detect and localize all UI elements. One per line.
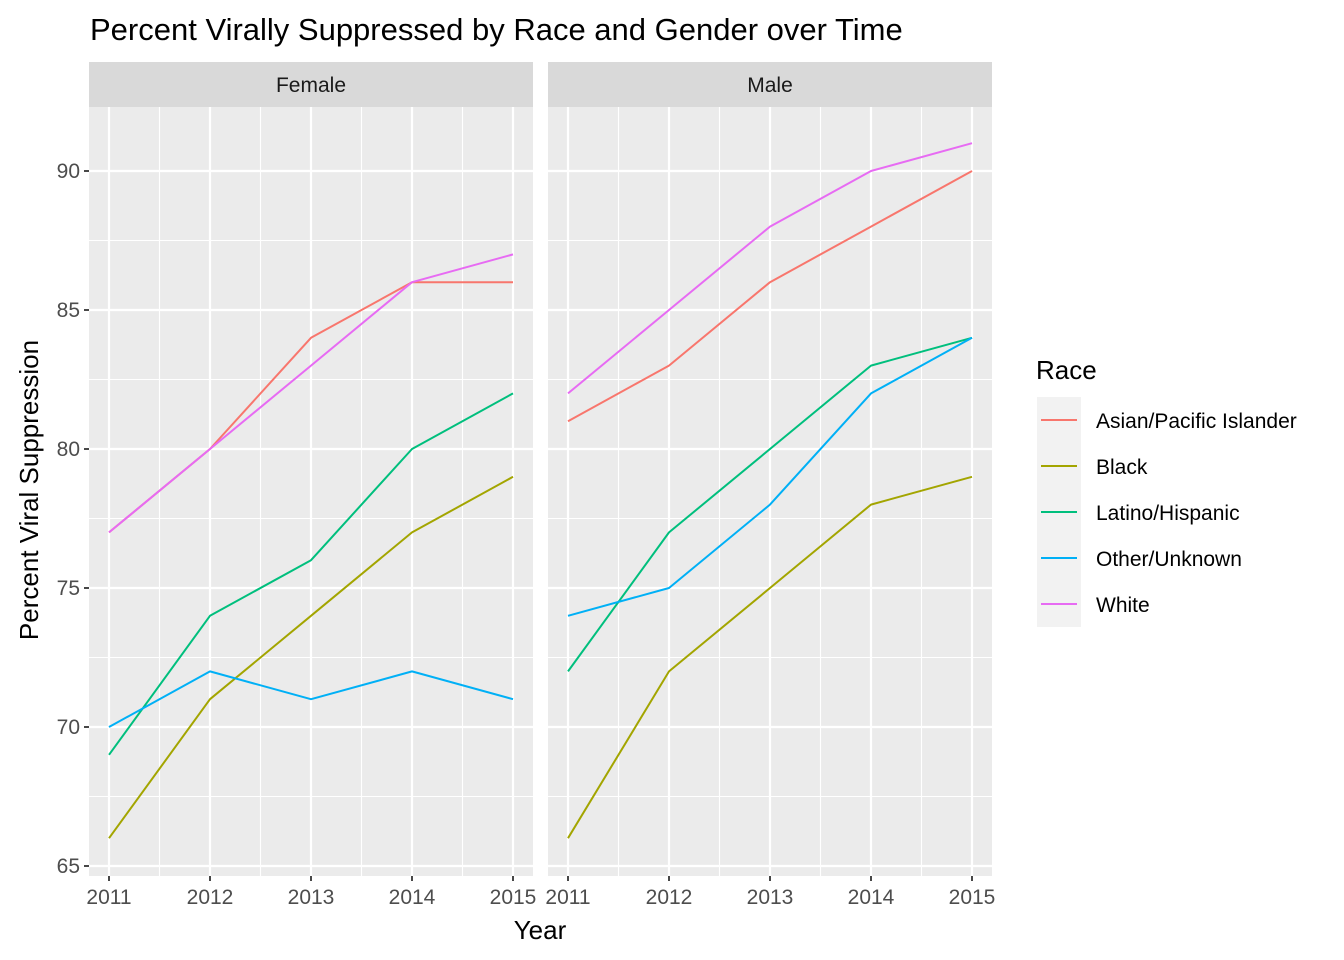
x-axis-title: Year xyxy=(514,915,567,945)
y-axis: 65 70 75 80 85 90 xyxy=(57,160,89,878)
legend-label: Latino/Hispanic xyxy=(1096,502,1240,525)
facet-panel-female: Female xyxy=(89,62,533,876)
facet-strip-label: Male xyxy=(747,74,793,97)
y-axis-title: Percent Viral Suppression xyxy=(14,340,44,640)
series-line-asian-pacific-islander xyxy=(567,170,973,423)
x-tick-label: 2014 xyxy=(389,886,436,909)
x-tick-label: 2014 xyxy=(848,886,895,909)
x-tick-label: 2011 xyxy=(545,886,590,909)
x-tick-label: 2011 xyxy=(86,886,131,909)
legend-label: Black xyxy=(1096,456,1148,479)
facet-strip xyxy=(548,62,992,107)
series-line-other-unknown xyxy=(567,336,973,617)
series-line-latino-hispanic xyxy=(567,336,973,672)
y-tick-label: 90 xyxy=(57,160,80,183)
legend-entry-black: Black xyxy=(1037,443,1148,489)
chart-title: Percent Virally Suppressed by Race and G… xyxy=(90,12,903,47)
series-line-black xyxy=(567,475,973,839)
legend-entry-asian-pacific-islander: Asian/Pacific Islander xyxy=(1037,397,1297,443)
legend-title: Race xyxy=(1036,355,1097,385)
series-line-latino-hispanic xyxy=(108,392,514,756)
y-tick-label: 70 xyxy=(57,716,80,739)
x-tick-label: 2015 xyxy=(490,886,537,909)
series-line-black xyxy=(108,475,514,839)
x-tick-label: 2013 xyxy=(747,886,794,909)
facet-strip-label: Female xyxy=(276,74,346,97)
y-tick-label: 85 xyxy=(57,299,80,322)
legend-label: Asian/Pacific Islander xyxy=(1096,410,1297,433)
x-tick-label: 2012 xyxy=(187,886,234,909)
facet-strip xyxy=(89,62,533,107)
y-tick-label: 75 xyxy=(57,577,80,600)
facet-panel-male: Male xyxy=(548,62,992,876)
facet-panels: Female Male xyxy=(89,62,992,876)
y-tick-label: 65 xyxy=(57,855,80,878)
legend-entry-latino-hispanic: Latino/Hispanic xyxy=(1037,489,1240,535)
legend-entry-other-unknown: Other/Unknown xyxy=(1037,535,1242,581)
legend: Race Asian/Pacific Islander Black Latino/H… xyxy=(1036,355,1297,627)
series-line-other-unknown xyxy=(108,670,514,728)
legend-label: Other/Unknown xyxy=(1096,548,1242,571)
x-tick-label: 2015 xyxy=(949,886,996,909)
x-tick-label: 2013 xyxy=(288,886,335,909)
x-tick-label: 2012 xyxy=(646,886,693,909)
series-line-white xyxy=(567,142,973,395)
x-axis: 2011 2012 2013 2014 2015 2011 2012 2013 2014 2015 xyxy=(86,876,995,909)
legend-label: White xyxy=(1096,594,1150,617)
y-tick-label: 80 xyxy=(57,438,80,461)
legend-entry-white: White xyxy=(1037,581,1150,627)
series-line-white xyxy=(108,253,514,534)
